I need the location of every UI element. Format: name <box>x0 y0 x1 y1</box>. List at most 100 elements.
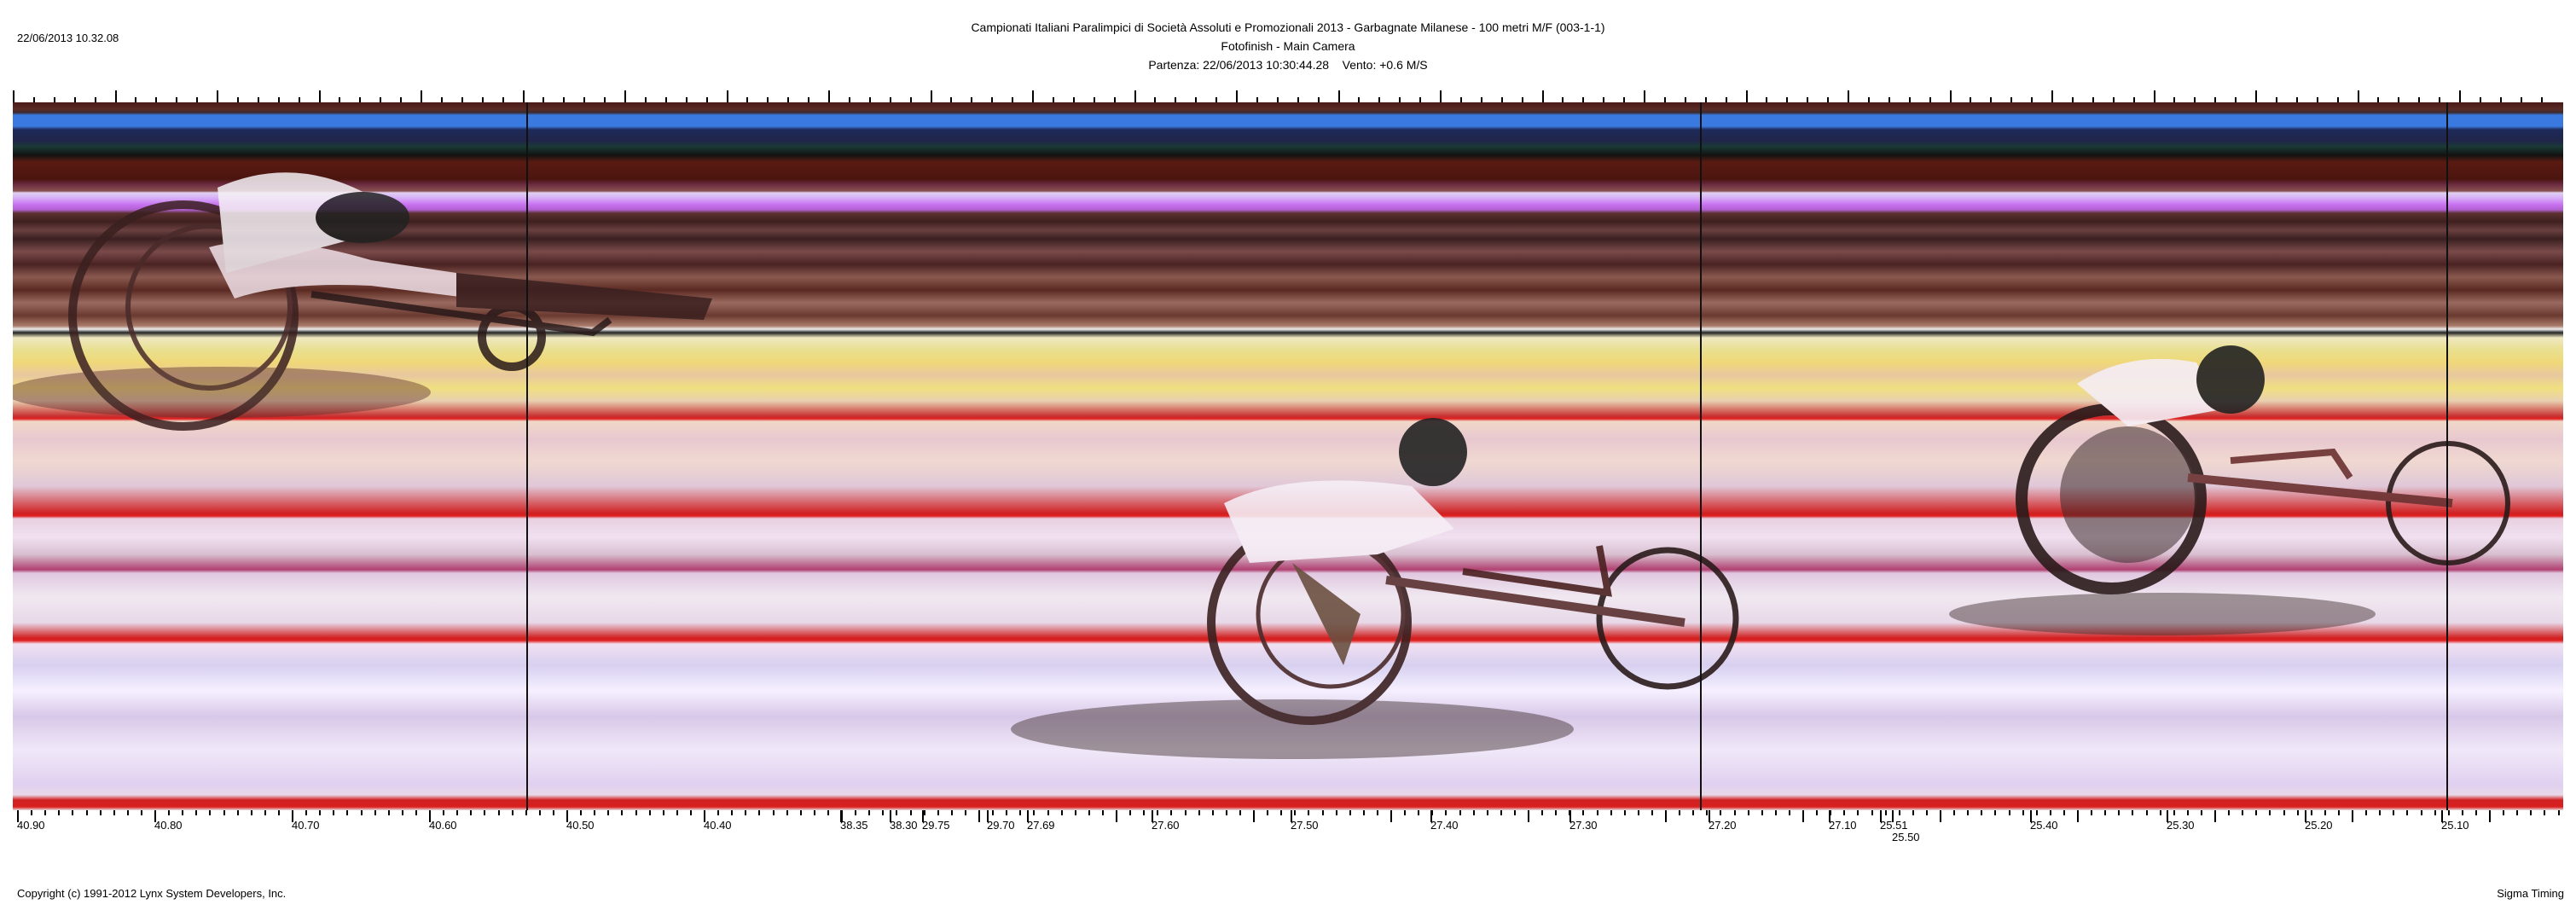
ruler-tick <box>896 810 898 815</box>
time-label-tick <box>1569 810 1571 822</box>
time-label-tick <box>1430 810 1432 822</box>
ruler-tick <box>841 810 843 822</box>
photo-finish-image[interactable] <box>13 102 2563 810</box>
ruler-tick <box>1093 97 1095 102</box>
ruler-tick <box>882 810 885 815</box>
ruler-tick <box>1276 97 1279 102</box>
ruler-tick <box>1175 97 1177 102</box>
ruler-tick <box>2365 810 2368 815</box>
ruler-tick <box>1843 810 1846 815</box>
ruler-tick <box>1129 810 1132 815</box>
ruler-tick <box>1236 90 1238 102</box>
ruler-tick <box>44 810 47 815</box>
ruler-tick <box>1908 97 1911 102</box>
cursor-line[interactable] <box>2446 102 2448 810</box>
ruler-tick <box>1665 810 1667 822</box>
ruler-tick <box>1390 810 1392 822</box>
time-label-tick <box>566 810 568 822</box>
ruler-tick <box>648 810 651 815</box>
ruler-tick <box>1623 97 1626 102</box>
ruler-tick <box>2310 810 2312 815</box>
ruler-tick <box>374 810 376 815</box>
ruler-tick <box>1256 97 1258 102</box>
ruler-tick <box>2337 810 2340 815</box>
ruler-tick <box>440 97 443 102</box>
ruler-tick <box>1555 810 1558 815</box>
ruler-tick <box>2092 97 2094 102</box>
time-label-tick <box>987 810 989 822</box>
ruler-tick <box>538 810 541 815</box>
ruler-tick <box>2145 810 2148 815</box>
ruler-tick <box>1459 810 1461 815</box>
ruler-tick <box>2153 90 2155 102</box>
time-label-tick <box>2305 810 2306 822</box>
ruler-tick <box>2503 810 2505 815</box>
ruler-tick <box>1472 810 1475 815</box>
ruler-tick <box>868 810 871 815</box>
time-label-tick <box>154 810 156 822</box>
ruler-tick <box>635 810 637 815</box>
ruler-tick <box>767 97 769 102</box>
ruler-tick <box>2418 97 2421 102</box>
ruler-tick <box>195 810 198 815</box>
ruler-tick <box>1294 810 1297 815</box>
ruler-tick <box>1321 810 1324 815</box>
ruler-tick <box>2269 810 2271 815</box>
time-label: 40.80 <box>154 819 183 832</box>
ruler-tick <box>176 97 178 102</box>
ruler-tick <box>2352 810 2353 822</box>
cursor-line[interactable] <box>1700 102 1702 810</box>
ruler-tick <box>2316 97 2318 102</box>
ruler-tick <box>2173 97 2176 102</box>
ruler-tick <box>1052 97 1054 102</box>
ruler-tick <box>1143 810 1146 815</box>
ruler-tick <box>53 97 55 102</box>
time-label-tick <box>704 810 705 822</box>
race-title: Campionati Italiani Paralimpici di Socie… <box>971 20 1605 34</box>
time-label-tick <box>1152 810 1153 822</box>
ruler-tick <box>889 97 891 102</box>
ruler-tick <box>950 97 953 102</box>
ruler-tick <box>717 810 720 815</box>
ruler-tick <box>542 97 545 102</box>
top-ruler <box>13 90 2563 102</box>
time-label-tick <box>2167 810 2168 822</box>
ruler-tick <box>1867 97 1870 102</box>
ruler-tick <box>1725 97 1727 102</box>
cursor-line[interactable] <box>526 102 528 810</box>
ruler-tick <box>1786 97 1789 102</box>
ruler-tick <box>277 97 280 102</box>
ruler-tick <box>1280 810 1283 815</box>
ruler-tick <box>2010 97 2013 102</box>
ruler-tick <box>421 90 422 102</box>
time-label: 38.35 <box>840 819 868 832</box>
ruler-tick <box>2357 90 2359 102</box>
ruler-tick <box>346 810 349 815</box>
ruler-tick <box>1940 810 1941 822</box>
ruler-tick <box>1225 810 1227 815</box>
ruler-tick <box>1953 810 1956 815</box>
ruler-tick <box>855 810 857 815</box>
ruler-tick <box>1541 810 1544 815</box>
ruler-tick <box>662 810 664 815</box>
ruler-tick <box>1949 90 1952 102</box>
camera-subtitle: Fotofinish - Main Camera <box>1221 39 1355 53</box>
ruler-tick <box>2516 810 2519 815</box>
ruler-tick <box>2077 810 2079 822</box>
ruler-tick <box>2283 810 2285 815</box>
ruler-tick <box>1802 810 1804 822</box>
ruler-tick <box>2447 810 2450 815</box>
ruler-tick <box>1074 810 1076 815</box>
ruler-tick <box>2104 810 2107 815</box>
ruler-tick <box>2520 97 2522 102</box>
ruler-tick <box>1637 810 1639 815</box>
ruler-tick <box>2406 810 2409 815</box>
ruler-tick <box>2235 97 2237 102</box>
ruler-tick <box>2489 810 2491 822</box>
ruler-tick <box>2063 810 2065 815</box>
ruler-tick <box>1072 97 1075 102</box>
ruler-tick <box>339 97 341 102</box>
ruler-tick <box>497 810 500 815</box>
ruler-tick <box>1679 810 1681 815</box>
ruler-tick <box>209 810 212 815</box>
